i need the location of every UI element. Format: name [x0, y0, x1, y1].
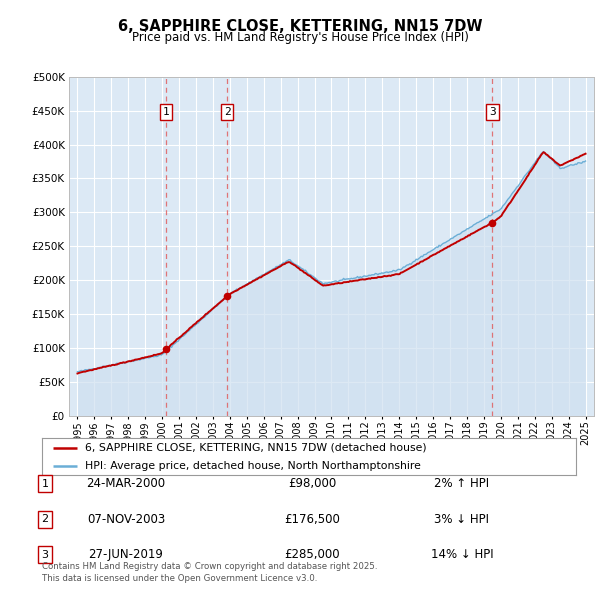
Text: 2% ↑ HPI: 2% ↑ HPI [434, 477, 490, 490]
Text: 6, SAPPHIRE CLOSE, KETTERING, NN15 7DW: 6, SAPPHIRE CLOSE, KETTERING, NN15 7DW [118, 19, 482, 34]
Text: 3: 3 [41, 550, 49, 559]
Text: 2: 2 [41, 514, 49, 524]
Text: 1: 1 [163, 107, 169, 117]
Text: 3% ↓ HPI: 3% ↓ HPI [434, 513, 490, 526]
Text: £98,000: £98,000 [288, 477, 336, 490]
Text: £285,000: £285,000 [284, 548, 340, 561]
Text: 07-NOV-2003: 07-NOV-2003 [87, 513, 165, 526]
Text: 2: 2 [224, 107, 231, 117]
Text: HPI: Average price, detached house, North Northamptonshire: HPI: Average price, detached house, Nort… [85, 461, 421, 471]
Text: Price paid vs. HM Land Registry's House Price Index (HPI): Price paid vs. HM Land Registry's House … [131, 31, 469, 44]
Text: 3: 3 [489, 107, 496, 117]
Text: Contains HM Land Registry data © Crown copyright and database right 2025.
This d: Contains HM Land Registry data © Crown c… [42, 562, 377, 583]
Text: 14% ↓ HPI: 14% ↓ HPI [431, 548, 493, 561]
Text: 24-MAR-2000: 24-MAR-2000 [86, 477, 166, 490]
Text: 6, SAPPHIRE CLOSE, KETTERING, NN15 7DW (detached house): 6, SAPPHIRE CLOSE, KETTERING, NN15 7DW (… [85, 442, 427, 453]
Text: 27-JUN-2019: 27-JUN-2019 [89, 548, 163, 561]
Text: £176,500: £176,500 [284, 513, 340, 526]
Text: 1: 1 [41, 479, 49, 489]
